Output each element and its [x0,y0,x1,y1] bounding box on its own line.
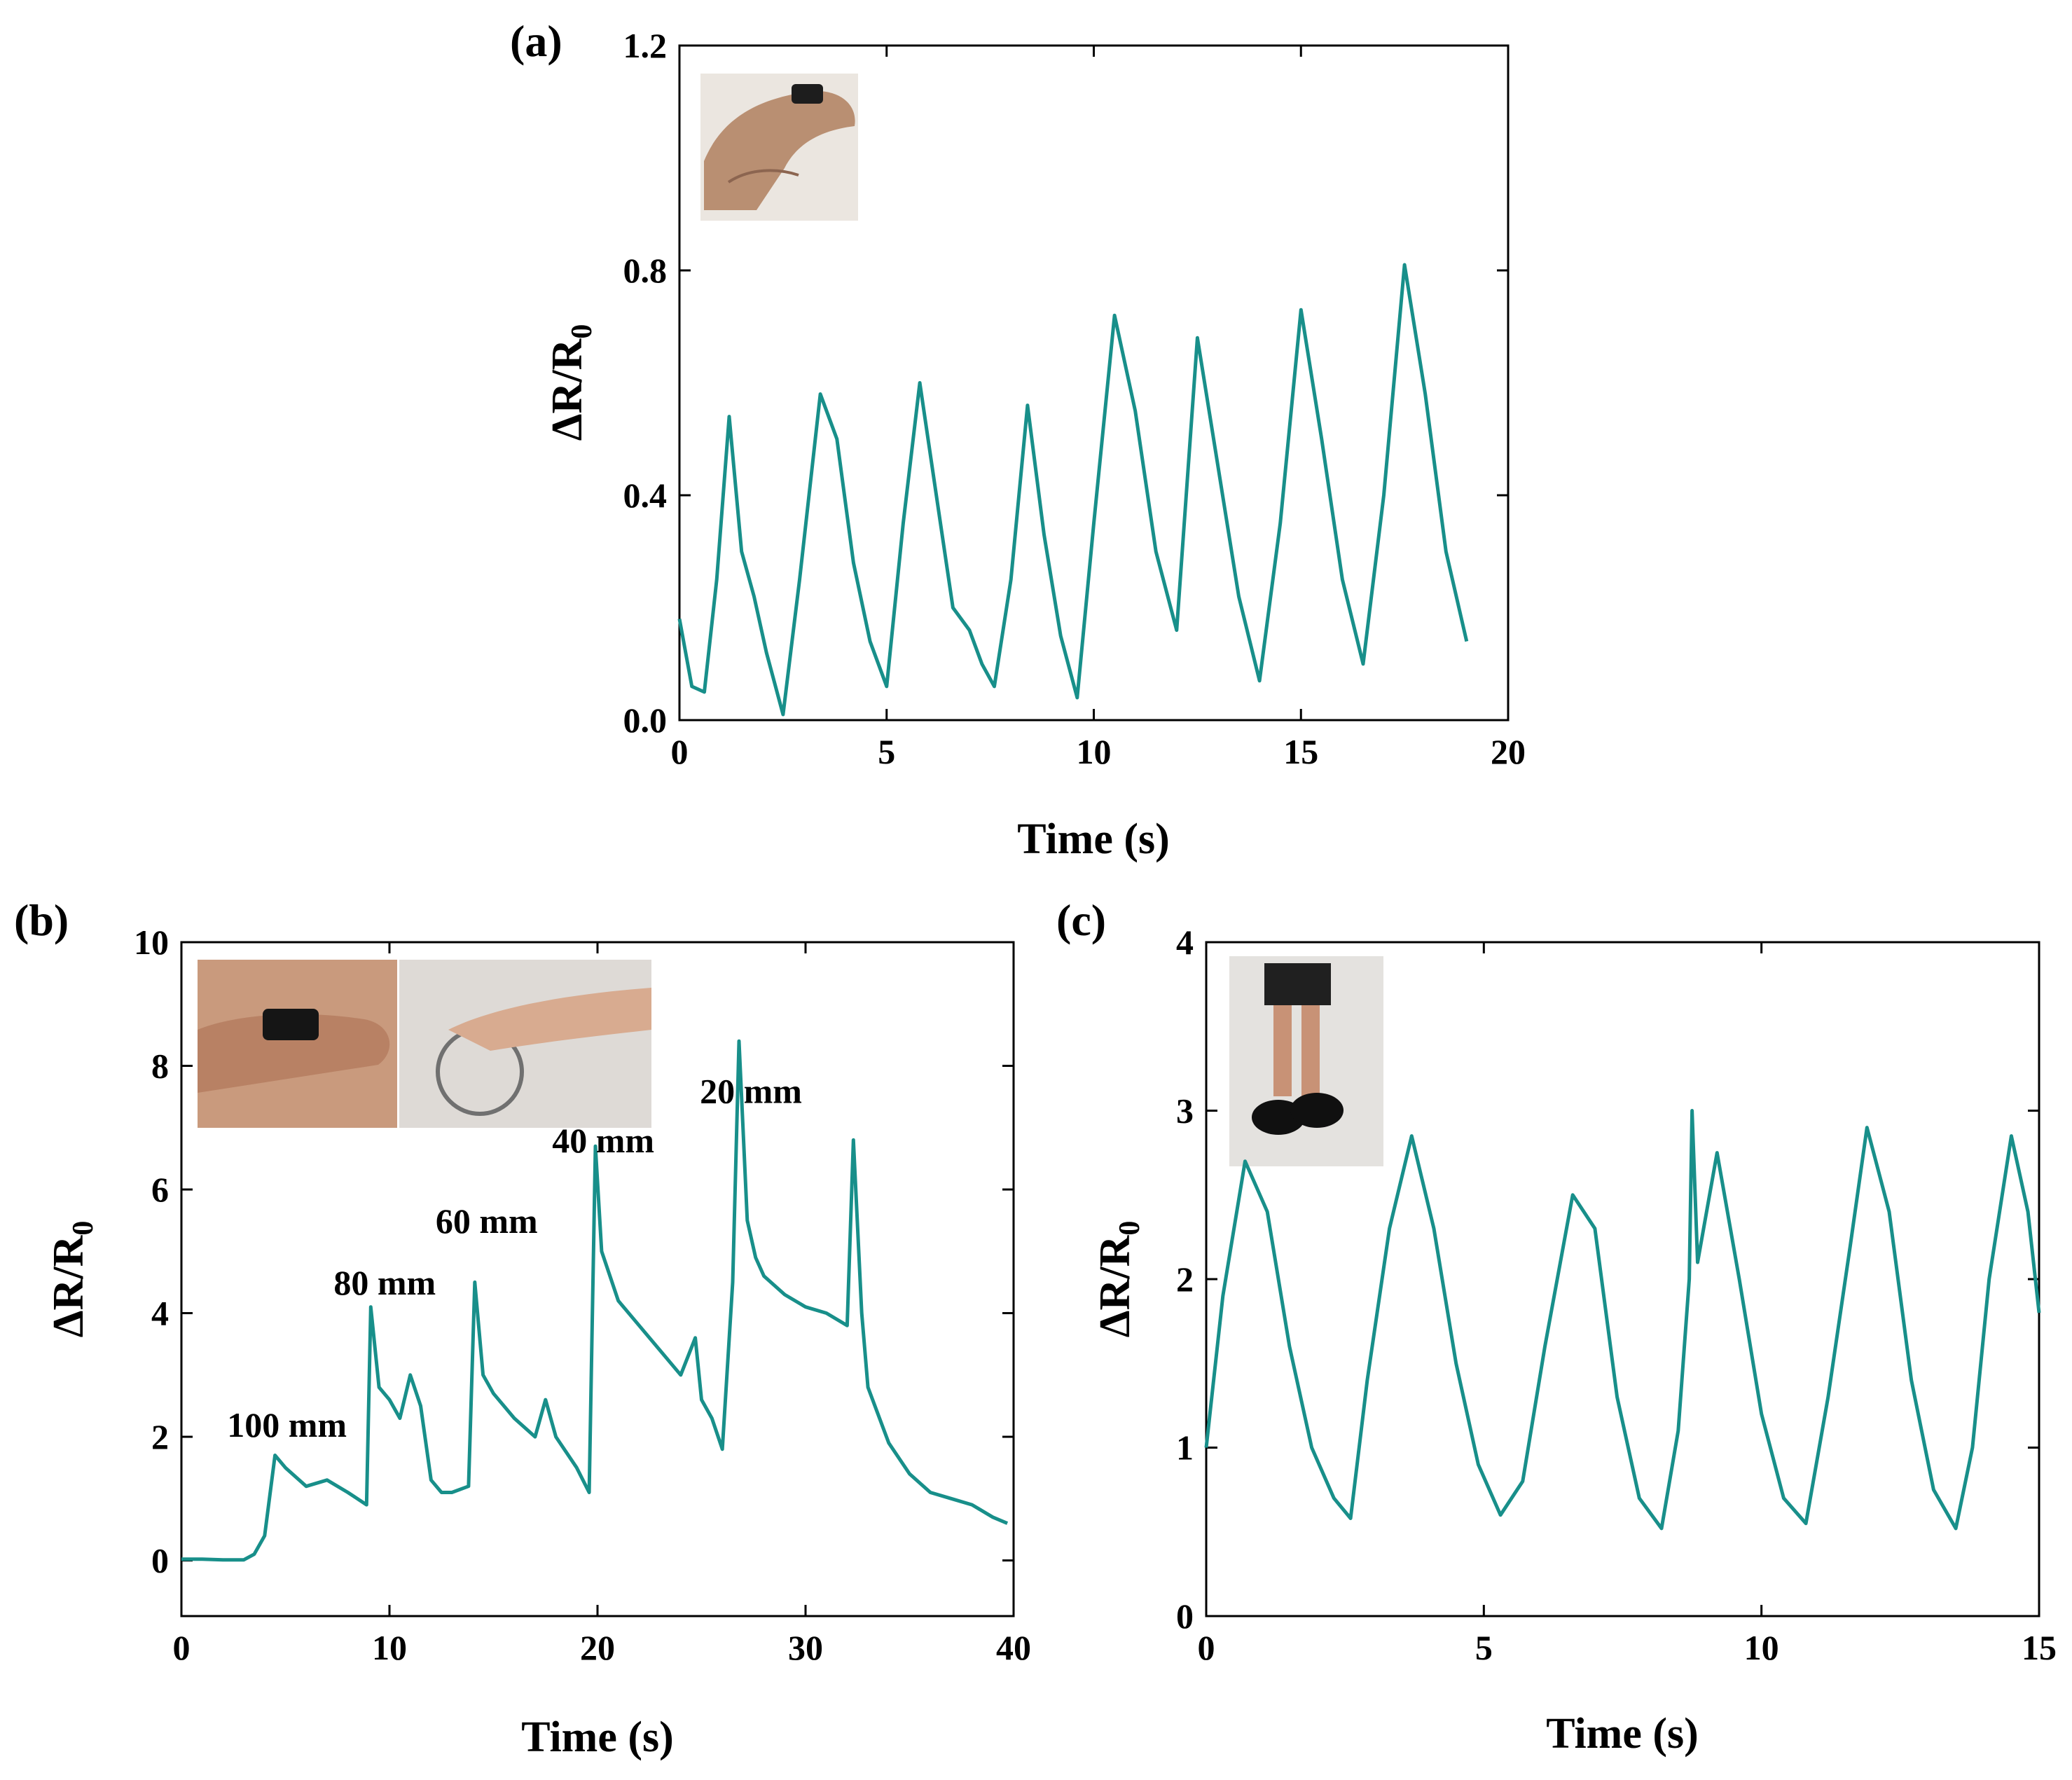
annotation-60mm: 60 mm [436,1201,538,1241]
panel-c-y-axis-title-main: ΔR/R [1091,1234,1139,1337]
panel-b: (b) 0 10 20 30 40 0 2 4 6 8 10 100 mm 80 mm 60 mm … [14,895,1031,1761]
y-tick-label: 6 [151,1170,169,1209]
y-tick-label: 4 [151,1294,169,1333]
x-tick-label: 5 [1475,1628,1493,1667]
panel-a-y-axis-title: ΔR/R0 [544,324,598,441]
annotation-100mm: 100 mm [227,1405,347,1444]
y-tick-label: 2 [151,1417,169,1456]
panel-b-y-axis-title: ΔR/R0 [45,1221,99,1338]
panel-c-ticks: 0 5 10 15 0 1 2 3 4 [1176,923,2057,1667]
x-tick-label: 40 [996,1628,1031,1667]
x-tick-label: 10 [1744,1628,1779,1667]
panel-c-inset-photo [1229,956,1383,1166]
y-tick-label: 0 [151,1541,169,1580]
x-tick-label: 0 [1198,1628,1215,1667]
panel-b-inset-photo [198,960,651,1128]
panel-b-annotations: 100 mm 80 mm 60 mm 40 mm 20 mm [227,1071,802,1444]
panel-b-x-axis-title: Time (s) [521,1713,674,1761]
x-tick-label: 10 [1077,732,1112,771]
panel-c-y-axis-title-sub: 0 [1114,1221,1146,1236]
y-tick-label: 8 [151,1047,169,1086]
x-tick-label: 0 [671,732,689,771]
panel-a: (a) 0 5 10 15 200.00.40.81.2 Time (s) ΔR/R0 [510,16,1526,863]
x-tick-label: 0 [173,1628,191,1667]
y-tick-label: 1.2 [623,26,668,65]
panel-b-label: (b) [14,895,69,945]
panel-a-y-axis-title-sub: 0 [566,324,598,339]
y-tick-label: 0.4 [623,476,668,515]
panel-a-y-axis-title-main: ΔR/R [544,338,591,441]
panel-a-ticks: 0 5 10 15 20 0.0 0.4 0.8 1.2 [623,26,1526,771]
panel-a-inset-photo [700,74,858,221]
x-tick-label: 15 [1283,732,1318,771]
panel-c-series [1204,1109,2041,1531]
x-tick-label: 10 [372,1628,407,1667]
y-tick-label: 2 [1176,1260,1194,1299]
y-tick-label: 4 [1176,923,1194,962]
y-tick-label: 1 [1176,1428,1194,1468]
annotation-20mm: 20 mm [700,1071,802,1110]
x-tick-label: 20 [580,1628,615,1667]
panel-a-series [677,263,1469,717]
panel-c-data-line [1204,1109,2041,1531]
y-tick-label: 0 [1176,1596,1194,1636]
panel-c-x-axis-title: Time (s) [1546,1710,1699,1758]
x-tick-label: 15 [2022,1628,2057,1667]
panel-a-label: (a) [510,16,562,66]
panel-b-series [181,1039,1009,1562]
y-tick-label: 10 [134,923,169,962]
annotation-80mm: 80 mm [333,1263,436,1302]
x-tick-label: 5 [878,732,895,771]
panel-b-data-line [181,1039,1009,1562]
x-tick-label: 20 [1491,732,1526,771]
y-tick-label: 0.8 [623,251,668,290]
x-tick-label: 30 [788,1628,823,1667]
y-tick-label: 0.0 [623,701,668,740]
panel-b-ticks: 0 10 20 30 40 0 2 4 6 8 10 [134,923,1031,1667]
panel-a-data-line [677,263,1469,717]
panel-b-y-axis-title-main: ΔR/R [45,1234,92,1337]
panel-b-y-axis-title-sub: 0 [67,1221,99,1236]
panel-c-label: (c) [1056,895,1106,945]
panel-a-x-axis-title: Time (s) [1017,815,1170,863]
panel-c-y-axis-title: ΔR/R0 [1091,1221,1146,1338]
y-tick-label: 3 [1176,1091,1194,1131]
annotation-40mm: 40 mm [552,1121,654,1160]
